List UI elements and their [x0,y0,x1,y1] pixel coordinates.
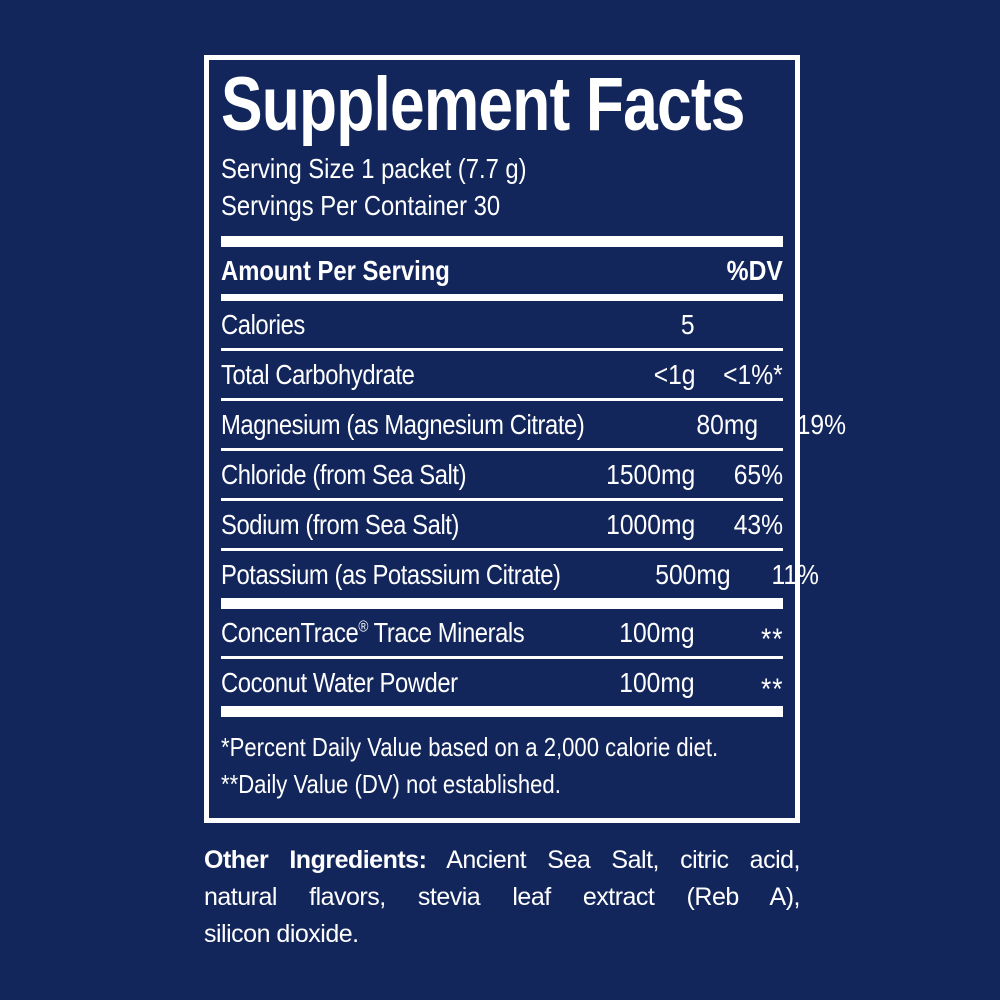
servings-per-container-line: Servings Per Container 30 [221,190,501,221]
nutrient-name: Chloride (from Sea Salt) [221,458,467,490]
serving-size-line: Serving Size 1 packet (7.7 g) [221,153,527,184]
other-ingredients-line: Other Ingredients: Ancient Sea Salt, cit… [204,846,800,874]
nutrient-dv: 19% [797,408,847,440]
nutrient-dv: <1%* [723,358,783,390]
nutrient-name: Coconut Water Powder [221,666,458,698]
nutrient-dv [695,309,783,341]
row-divider [221,348,783,351]
footnote-dv-not-established: **Daily Value (DV) not established. [221,769,561,799]
nutrient-dv: ** [760,672,783,706]
nutrient-name: Total Carbohydrate [221,358,415,390]
nutrient-amount: 5 [681,308,695,340]
divider-thick [221,706,783,717]
divider-medium [221,294,783,301]
other-ingredients-line: natural flavors, stevia leaf extract (Re… [204,883,801,911]
panel-title: Supplement Facts [221,66,783,144]
nutrient-dv: 43% [733,508,783,540]
row-divider [221,548,783,551]
table-header-row: Amount Per Serving %DV [221,247,783,294]
nutrient-amount: 500mg [655,558,731,590]
table-row: Sodium (from Sea Salt) 1000mg 43% [221,501,783,548]
supplement-facts-panel: Supplement Facts Serving Size 1 packet (… [204,55,847,823]
registered-trademark-icon: ® [358,618,368,636]
other-ingredients: Other Ingredients: Ancient Sea Salt, cit… [204,842,801,953]
nutrient-name: ConcenTrace® Trace Minerals [221,616,525,648]
table-row: ConcenTrace® Trace Minerals 100mg ** [221,609,783,656]
divider-thick [221,598,783,609]
divider-thick [221,236,783,247]
other-ingredients-label: Other Ingredients: [204,846,427,874]
table-row: Potassium (as Potassium Citrate) 500mg 1… [221,551,818,598]
table-row: Total Carbohydrate <1g <1%* [221,351,783,398]
row-divider [221,398,783,401]
nutrient-dv: 11% [770,558,819,590]
table-row: Chloride (from Sea Salt) 1500mg 65% [221,451,783,498]
serving-info: Serving Size 1 packet (7.7 g) Servings P… [221,150,783,224]
row-divider [221,498,783,501]
nutrient-name: Sodium (from Sea Salt) [221,508,459,540]
nutrient-name: Magnesium (as Magnesium Citrate) [221,408,585,440]
row-divider [221,448,783,451]
nutrient-amount: <1g [653,358,695,390]
nutrient-amount: 100mg [619,666,695,698]
row-divider [221,656,783,659]
brand-name: ConcenTrace [221,616,359,648]
nutrient-dv: 65% [733,458,783,490]
nutrient-amount: 1500mg [605,458,695,490]
nutrient-name: Potassium (as Potassium Citrate) [221,558,561,590]
footnotes: *Percent Daily Value based on a 2,000 ca… [221,729,783,803]
other-ingredients-line: silicon dioxide. [204,920,359,948]
nutrient-dv: ** [760,622,783,656]
nutrient-amount: 100mg [619,616,695,648]
percent-dv-header: %DV [726,254,783,286]
panel-title-text: Supplement Facts [221,62,745,147]
table-row: Magnesium (as Magnesium Citrate) 80mg 19… [221,401,847,448]
table-row: Coconut Water Powder 100mg ** [221,659,783,706]
footnote-daily-value: *Percent Daily Value based on a 2,000 ca… [221,732,719,762]
amount-per-serving-header: Amount Per Serving [221,254,450,286]
nutrient-name: Calories [221,308,305,340]
nutrient-amount: 80mg [696,408,759,440]
nutrient-amount: 1000mg [605,508,695,540]
table-row: Calories 5 [221,301,783,348]
